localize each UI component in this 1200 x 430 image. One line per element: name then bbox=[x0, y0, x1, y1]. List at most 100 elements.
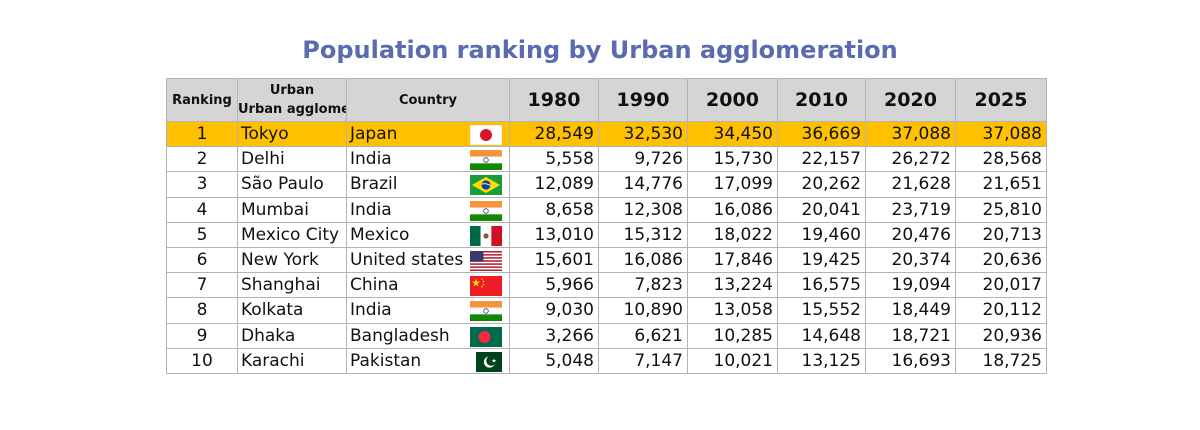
city-cell: Dhaka bbox=[237, 322, 347, 349]
rank-cell: 3 bbox=[166, 171, 238, 198]
city-cell: Mumbai bbox=[237, 196, 347, 223]
value-cell-1990: 15,312 bbox=[598, 221, 688, 248]
value-cell-2000: 13,058 bbox=[687, 297, 778, 324]
table-row: 5 Mexico City Mexico 13,010 15,312 18,022 19,4… bbox=[166, 221, 1047, 248]
value-cell-2000: 17,099 bbox=[687, 171, 778, 198]
usa-flag-icon bbox=[470, 250, 502, 271]
value-cell-1990: 10,890 bbox=[598, 297, 688, 324]
city-cell: Delhi bbox=[237, 146, 347, 173]
rank-cell: 10 bbox=[166, 347, 238, 374]
value-cell-2000: 13,224 bbox=[687, 272, 778, 299]
value-cell-1980: 28,549 bbox=[509, 120, 599, 148]
value-cell-2010: 19,425 bbox=[777, 246, 866, 274]
china-flag-icon bbox=[470, 276, 502, 297]
city-cell: Karachi bbox=[237, 347, 347, 374]
value-cell-1980: 13,010 bbox=[509, 221, 599, 248]
value-cell-2020: 20,476 bbox=[865, 221, 956, 248]
value-cell-2000: 15,730 bbox=[687, 146, 778, 173]
rank-cell: 5 bbox=[166, 221, 238, 248]
value-cell-1990: 12,308 bbox=[598, 196, 688, 223]
value-cell-2000: 17,846 bbox=[687, 246, 778, 274]
country-cell: China bbox=[346, 272, 510, 299]
header-year-2000: 2000 bbox=[687, 78, 778, 122]
value-cell-2010: 20,041 bbox=[777, 196, 866, 223]
chart-title: Population ranking by Urban agglomeratio… bbox=[302, 36, 898, 64]
rank-cell: 4 bbox=[166, 196, 238, 223]
value-cell-1980: 9,030 bbox=[509, 297, 599, 324]
value-cell-2000: 34,450 bbox=[687, 120, 778, 148]
header-country: Country bbox=[346, 78, 510, 122]
country-name: China bbox=[350, 275, 399, 296]
country-name: Brazil bbox=[350, 174, 398, 195]
value-cell-2000: 18,022 bbox=[687, 221, 778, 248]
value-cell-1980: 12,089 bbox=[509, 171, 599, 198]
value-cell-2010: 36,669 bbox=[777, 120, 866, 148]
table-row: 4 Mumbai India 8,658 12,308 16,086 20,041 23,71… bbox=[166, 196, 1047, 223]
country-name: India bbox=[350, 149, 392, 170]
country-cell: Mexico bbox=[346, 221, 510, 248]
country-name: Pakistan bbox=[350, 350, 422, 371]
header-ranking: Ranking bbox=[166, 78, 238, 122]
rank-cell: 7 bbox=[166, 272, 238, 299]
value-cell-2010: 22,157 bbox=[777, 146, 866, 173]
value-cell-2020: 21,628 bbox=[865, 171, 956, 198]
country-cell: Brazil bbox=[346, 171, 510, 198]
country-cell: India bbox=[346, 146, 510, 173]
value-cell-2010: 14,648 bbox=[777, 322, 866, 349]
value-cell-2010: 15,552 bbox=[777, 297, 866, 324]
country-cell: India bbox=[346, 297, 510, 324]
value-cell-2025: 25,810 bbox=[955, 196, 1047, 223]
mexico-flag-icon bbox=[470, 225, 502, 246]
header-year-1980: 1980 bbox=[509, 78, 599, 122]
value-cell-2025: 37,088 bbox=[955, 120, 1047, 148]
header-year-2020: 2020 bbox=[865, 78, 956, 122]
value-cell-2000: 10,021 bbox=[687, 347, 778, 374]
value-cell-1990: 14,776 bbox=[598, 171, 688, 198]
city-cell: São Paulo bbox=[237, 171, 347, 198]
japan-flag-icon bbox=[470, 125, 502, 145]
value-cell-2025: 20,713 bbox=[955, 221, 1047, 248]
value-cell-2010: 20,262 bbox=[777, 171, 866, 198]
brazil-flag-icon bbox=[470, 175, 502, 196]
table-body: 1 Tokyo Japan 28,549 32,530 34,450 36,669 37,08… bbox=[166, 120, 1047, 374]
country-name: India bbox=[350, 199, 392, 220]
value-cell-2020: 20,374 bbox=[865, 246, 956, 274]
header-year-2025: 2025 bbox=[955, 78, 1047, 122]
header-year-1990: 1990 bbox=[598, 78, 688, 122]
india-flag-icon bbox=[470, 150, 502, 171]
country-cell: Pakistan bbox=[346, 347, 510, 374]
table-row: 6 New York United states 15,601 16,086 17,846… bbox=[166, 246, 1047, 274]
value-cell-2000: 10,285 bbox=[687, 322, 778, 349]
value-cell-2025: 28,568 bbox=[955, 146, 1047, 173]
value-cell-1990: 7,823 bbox=[598, 272, 688, 299]
pakistan-flag-icon bbox=[470, 351, 502, 372]
country-cell: India bbox=[346, 196, 510, 223]
country-cell: United states bbox=[346, 246, 510, 274]
value-cell-2020: 18,449 bbox=[865, 297, 956, 324]
value-cell-1980: 8,658 bbox=[509, 196, 599, 223]
country-name: Bangladesh bbox=[350, 325, 450, 346]
header-year-2010: 2010 bbox=[777, 78, 866, 122]
rank-cell: 1 bbox=[166, 120, 238, 148]
country-cell: Japan bbox=[346, 120, 510, 148]
value-cell-2025: 20,017 bbox=[955, 272, 1047, 299]
value-cell-1980: 5,558 bbox=[509, 146, 599, 173]
value-cell-2025: 21,651 bbox=[955, 171, 1047, 198]
value-cell-2025: 20,112 bbox=[955, 297, 1047, 324]
value-cell-1980: 5,966 bbox=[509, 272, 599, 299]
rank-cell: 8 bbox=[166, 297, 238, 324]
table-row: 3 São Paulo Brazil 12,089 14,776 17,099 20,262… bbox=[166, 171, 1047, 198]
rank-cell: 6 bbox=[166, 246, 238, 274]
value-cell-2020: 16,693 bbox=[865, 347, 956, 374]
value-cell-1990: 7,147 bbox=[598, 347, 688, 374]
country-name: United states bbox=[350, 250, 464, 271]
india-flag-icon bbox=[470, 200, 502, 221]
city-cell: Kolkata bbox=[237, 297, 347, 324]
country-name: Mexico bbox=[350, 224, 410, 245]
rank-cell: 2 bbox=[166, 146, 238, 173]
value-cell-1980: 3,266 bbox=[509, 322, 599, 349]
value-cell-1980: 5,048 bbox=[509, 347, 599, 374]
value-cell-1990: 9,726 bbox=[598, 146, 688, 173]
